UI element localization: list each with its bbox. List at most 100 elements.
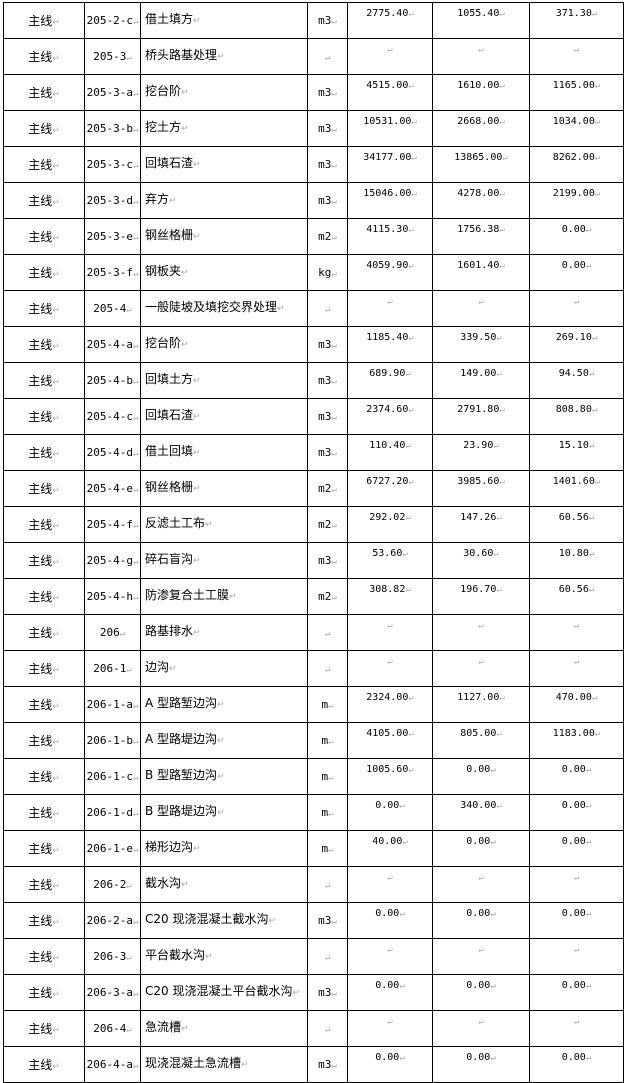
- line-text: 主线: [28, 626, 60, 640]
- quantity-1-text: [387, 620, 392, 631]
- unit-cell: [307, 938, 348, 975]
- quantity-3-cell: 60.56: [529, 506, 624, 543]
- line-cell: 主线: [3, 722, 85, 759]
- quantity-2-text: [478, 296, 483, 307]
- item-code-text: 205-4: [93, 302, 132, 315]
- item-name-cell: 边沟: [140, 650, 308, 687]
- quantity-2-cell: 0.00: [432, 1046, 530, 1083]
- line-cell: 主线: [3, 218, 85, 255]
- quantity-3-text: 0.00: [562, 224, 592, 235]
- line-cell: 主线: [3, 146, 85, 183]
- table-row: 主线 206-3-a C20 现浇混凝土平台截水沟 m3 0.00 0.00 0.00: [3, 974, 624, 1011]
- item-code-text: 205-2-c: [87, 14, 139, 27]
- quantity-3-text: 0.00: [562, 1052, 592, 1063]
- item-name-text: 挖台阶: [145, 336, 189, 350]
- quantity-3-text: 60.56: [559, 584, 595, 595]
- item-name-text: C20 现浇混凝土截水沟: [145, 912, 276, 926]
- item-name-text: 钢丝格栅: [145, 480, 201, 494]
- item-code-cell: 205-4-d: [84, 434, 141, 471]
- quantity-2-text: 2791.80: [457, 404, 505, 415]
- line-text: 主线: [28, 1022, 60, 1036]
- item-name-text: B 型路堑边沟: [145, 768, 225, 782]
- unit-cell: [307, 614, 348, 651]
- item-code-cell: 205-4-a: [84, 326, 141, 363]
- item-name-cell: 路基排水: [140, 614, 308, 651]
- item-name-text: B 型路堤边沟: [145, 804, 225, 818]
- line-cell: 主线: [3, 542, 85, 579]
- unit-cell: m2: [307, 218, 348, 255]
- unit-text: m3: [318, 122, 337, 135]
- quantity-1-text: 40.00: [372, 836, 408, 847]
- line-cell: 主线: [3, 614, 85, 651]
- line-cell: 主线: [3, 794, 85, 831]
- line-text: 主线: [28, 302, 60, 316]
- item-name-cell: 借土回填: [140, 434, 308, 471]
- item-code-cell: 205-3-b: [84, 110, 141, 147]
- item-code-text: 205-4-f: [87, 518, 139, 531]
- quantity-2-cell: 149.00: [432, 362, 530, 399]
- quantity-2-cell: 2791.80: [432, 398, 530, 435]
- item-name-text: 一般陡坡及填挖交界处理: [145, 300, 285, 314]
- item-code-text: 205-3-f: [87, 266, 139, 279]
- quantity-table: 主线 205-2-c 借土填方 m3 2775.40 1055.40 371.30 主线 205…: [3, 2, 624, 1083]
- line-cell: 主线: [3, 578, 85, 615]
- quantity-1-cell: [347, 290, 433, 327]
- quantity-2-text: 149.00: [460, 368, 502, 379]
- item-code-cell: 206: [84, 614, 141, 651]
- item-code-text: 205-4-b: [87, 374, 139, 387]
- item-code-cell: 205-3-e: [84, 218, 141, 255]
- unit-cell: m: [307, 686, 348, 723]
- quantity-2-cell: 2668.00: [432, 110, 530, 147]
- table-row: 主线 205-3-b 挖土方 m3 10531.00 2668.00 1034.00: [3, 110, 624, 147]
- unit-cell: m3: [307, 974, 348, 1011]
- quantity-1-text: 0.00: [375, 908, 405, 919]
- item-code-text: 205-3-a: [87, 86, 139, 99]
- item-name-text: A 型路堤边沟: [145, 732, 225, 746]
- item-code-cell: 205-3-f: [84, 254, 141, 291]
- quantity-3-text: 60.56: [559, 512, 595, 523]
- line-cell: 主线: [3, 686, 85, 723]
- unit-cell: m3: [307, 146, 348, 183]
- unit-text: m2: [318, 590, 337, 603]
- item-name-cell: 桥头路基处理: [140, 38, 308, 75]
- quantity-1-cell: 4105.00: [347, 722, 433, 759]
- quantity-1-cell: 2775.40: [347, 2, 433, 39]
- quantity-2-text: 147.26: [460, 512, 502, 523]
- quantity-2-cell: 4278.00: [432, 182, 530, 219]
- quantity-2-cell: [432, 614, 530, 651]
- item-code-text: 205-4-a: [87, 338, 139, 351]
- quantity-1-cell: 6727.20: [347, 470, 433, 507]
- quantity-3-cell: 371.30: [529, 2, 624, 39]
- table-row: 主线 205-4-c 回填石渣 m3 2374.60 2791.80 808.80: [3, 398, 624, 435]
- item-code-text: 206-1-b: [87, 734, 139, 747]
- quantity-2-text: [478, 872, 483, 883]
- item-name-cell: 一般陡坡及填挖交界处理: [140, 290, 308, 327]
- item-name-text: C20 现浇混凝土平台截水沟: [145, 984, 300, 998]
- item-name-cell: 碎石盲沟: [140, 542, 308, 579]
- table-row: 主线 206-4-a 现浇混凝土急流槽 m3 0.00 0.00 0.00: [3, 1046, 624, 1083]
- item-code-text: 205-4-g: [87, 554, 139, 567]
- table-row: 主线 206-4 急流槽: [3, 1010, 624, 1047]
- quantity-1-cell: 1005.60: [347, 758, 433, 795]
- line-text: 主线: [28, 1058, 60, 1072]
- line-text: 主线: [28, 338, 60, 352]
- quantity-1-cell: 0.00: [347, 794, 433, 831]
- line-text: 主线: [28, 914, 60, 928]
- quantity-3-cell: 0.00: [529, 974, 624, 1011]
- line-cell: 主线: [3, 110, 85, 147]
- quantity-2-text: 0.00: [466, 908, 496, 919]
- unit-cell: [307, 38, 348, 75]
- table-row: 主线 205-4-f 反滤土工布 m2 292.02 147.26 60.56: [3, 506, 624, 543]
- quantity-3-text: 1165.00: [553, 80, 601, 91]
- unit-text: [325, 1022, 330, 1035]
- quantity-2-cell: 0.00: [432, 974, 530, 1011]
- quantity-1-text: 1185.40: [366, 332, 414, 343]
- quantity-2-text: 2668.00: [457, 116, 505, 127]
- item-name-cell: 弃方: [140, 182, 308, 219]
- item-code-text: 205-3-e: [87, 230, 139, 243]
- quantity-2-cell: [432, 38, 530, 75]
- line-text: 主线: [28, 554, 60, 568]
- quantity-2-cell: 339.50: [432, 326, 530, 363]
- unit-text: [325, 50, 330, 63]
- unit-text: m2: [318, 518, 337, 531]
